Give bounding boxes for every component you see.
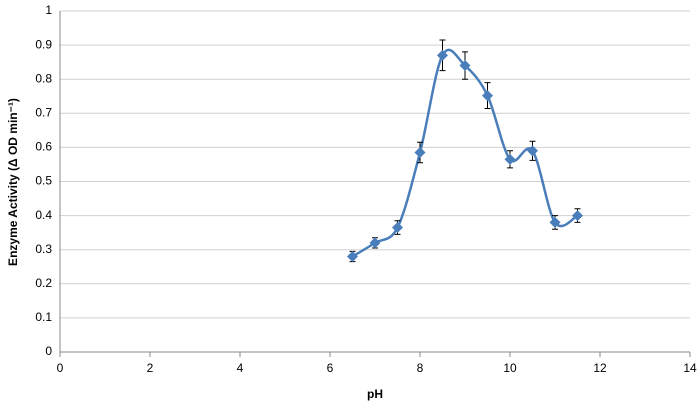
y-tick-label: 0.8 [35,71,52,85]
x-tick-label: 2 [147,361,154,375]
y-axis-label: Enzyme Activity (Δ OD min⁻¹) [6,98,20,266]
data-point [549,216,561,228]
x-tick-label: 8 [417,361,424,375]
x-tick-label: 12 [593,361,607,375]
data-point [504,153,516,165]
x-tick-label: 6 [327,361,334,375]
y-tick-label: 0.4 [35,208,52,222]
data-point [437,49,448,61]
y-tick-label: 0.6 [35,140,52,154]
y-tick-label: 0.3 [35,242,52,256]
data-point [459,60,471,72]
series-line [351,48,579,258]
y-tick-label: 0.9 [35,37,52,51]
data-point [482,90,493,102]
x-tick-label: 14 [683,361,697,375]
data-point [414,147,426,159]
data-point [572,210,583,222]
x-tick-label: 0 [57,361,64,375]
data-point [527,145,538,157]
y-tick-label: 0.2 [35,276,52,290]
y-tick-label: 0 [45,344,52,358]
data-point [347,251,358,263]
y-tick-label: 0.1 [35,310,52,324]
y-tick-label: 1 [45,3,52,17]
y-tick-label: 0.7 [35,105,52,119]
y-tick-label: 0.5 [35,174,52,188]
x-tick-label: 10 [503,361,517,375]
x-axis-label: pH [367,387,383,401]
x-tick-label: 4 [237,361,244,375]
data-point [392,222,403,234]
data-point [369,237,381,249]
